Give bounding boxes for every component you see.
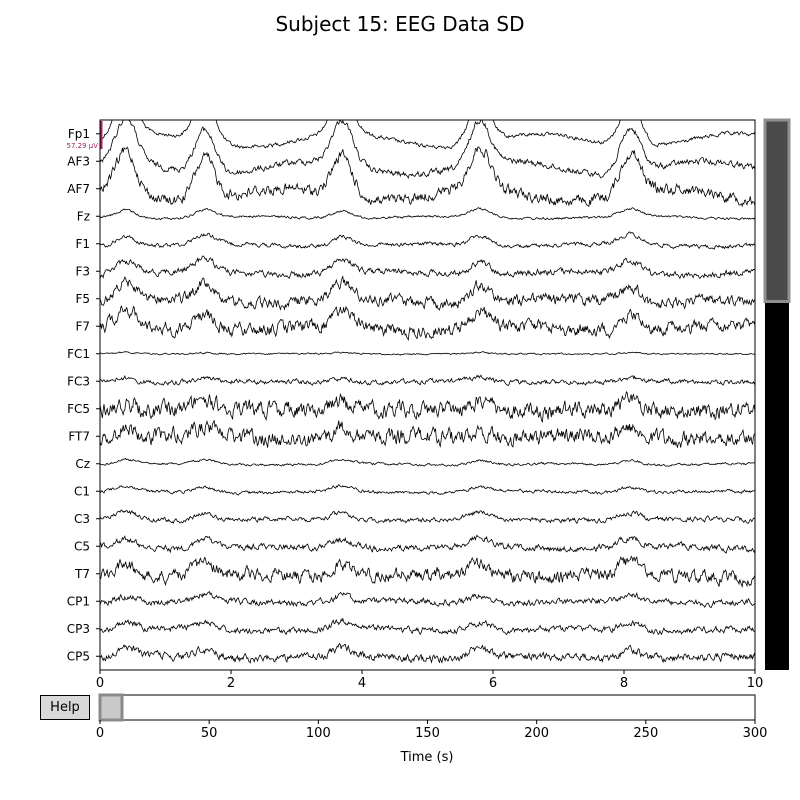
- xtick-label: 100: [306, 726, 331, 741]
- help-button[interactable]: Help: [40, 695, 90, 720]
- main-xticks: 0 2 4 6 8 10: [96, 670, 763, 691]
- channel-label: AF7: [67, 182, 90, 196]
- xtick-label: 250: [633, 726, 658, 741]
- channel-label: F3: [75, 264, 90, 278]
- channel-label: CP1: [67, 594, 90, 608]
- trace-AF7: [100, 146, 755, 208]
- xtick-label: 50: [201, 726, 218, 741]
- trace-T7: [100, 555, 755, 588]
- xtick-label: 4: [358, 676, 366, 691]
- trace-C5: [100, 534, 755, 554]
- channel-label: C1: [74, 484, 90, 498]
- trace-Fp1: [100, 120, 755, 150]
- channel-label: C3: [74, 512, 90, 526]
- trace-Cz: [100, 457, 755, 467]
- scale-bar-label: 57.29 µV: [66, 142, 98, 150]
- channel-label: F1: [75, 237, 90, 251]
- channel-label: F7: [75, 319, 90, 333]
- trace-CP1: [100, 590, 755, 609]
- channel-label: FT7: [68, 429, 90, 443]
- xtick-label: 2: [227, 676, 235, 691]
- time-axis-label: Time (s): [400, 750, 454, 765]
- channel-label: AF3: [67, 154, 90, 168]
- time-scrollbar-thumb[interactable]: [98, 693, 124, 722]
- figure-title: Subject 15: EEG Data SD: [275, 12, 525, 36]
- xtick-label: 200: [524, 726, 549, 741]
- channel-label: T7: [74, 567, 90, 581]
- trace-C3: [100, 509, 755, 525]
- trace-AF3: [100, 120, 755, 180]
- channel-label: CP3: [67, 622, 90, 636]
- channel-scrollbar-thumb[interactable]: [763, 118, 791, 303]
- trace-CP5: [100, 642, 755, 664]
- channel-label: C5: [74, 539, 90, 553]
- trace-FC3: [100, 374, 755, 387]
- trace-F1: [100, 231, 755, 250]
- channel-labels: Fp1 AF3 AF7 Fz F1 F3 F5 F7 FC1 FC3 FC5 FT7 Cz C1 C3 C5 T…: [67, 127, 100, 663]
- xtick-label: 8: [620, 676, 628, 691]
- xtick-label: 0: [96, 676, 104, 691]
- channel-label: F5: [75, 292, 90, 306]
- channel-label: FC3: [67, 374, 90, 388]
- trace-Fz: [100, 207, 755, 221]
- channel-label: Fz: [77, 209, 90, 223]
- channel-label: CP5: [67, 649, 90, 663]
- trace-group: [100, 120, 755, 664]
- trace-C1: [100, 483, 755, 496]
- overview-xticks: 0 50 100 150 200 250 300: [96, 720, 768, 741]
- xtick-label: 0: [96, 726, 104, 741]
- xtick-label: 10: [747, 676, 764, 691]
- trace-FC5: [100, 391, 755, 423]
- xtick-label: 6: [489, 676, 497, 691]
- main-axes: [99, 119, 756, 671]
- channel-label: FC1: [67, 347, 90, 361]
- trace-CP3: [100, 617, 755, 636]
- trace-F7: [100, 305, 755, 342]
- trace-F3: [100, 255, 755, 280]
- channel-label: Cz: [75, 457, 90, 471]
- channel-label: Fp1: [68, 127, 90, 141]
- trace-F5: [100, 275, 755, 311]
- trace-FC1: [100, 351, 755, 356]
- trace-FT7: [100, 420, 755, 448]
- xtick-label: 150: [415, 726, 440, 741]
- channel-label: FC5: [67, 402, 90, 416]
- xtick-label: 300: [743, 726, 768, 741]
- time-scrollbar[interactable]: [99, 694, 756, 721]
